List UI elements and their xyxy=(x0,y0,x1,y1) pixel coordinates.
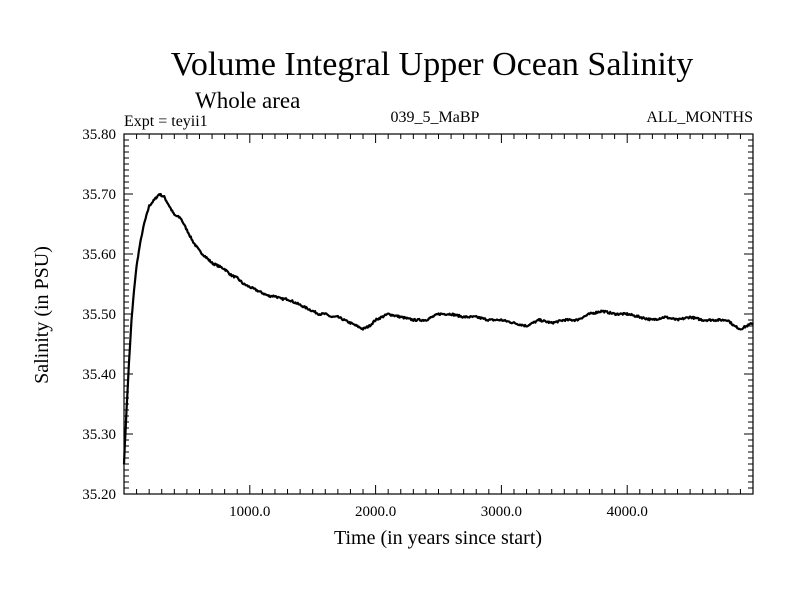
salinity-series-line xyxy=(122,192,754,465)
x-tick-label: 1000.0 xyxy=(229,504,270,520)
y-tick-label: 35.80 xyxy=(82,127,116,143)
experiment-label: Expt = teyii1 xyxy=(124,113,208,130)
x-axis-label: Time (in years since start) xyxy=(334,527,542,549)
plot-area: 1000.0 2000.0 3000.0 4000.0 35.20 35.30 35.40… xyxy=(82,127,754,520)
months-label: ALL_MONTHS xyxy=(646,109,753,126)
x-tick-label: 2000.0 xyxy=(355,504,396,520)
y-tick-label: 35.60 xyxy=(82,247,116,263)
x-tick-labels: 1000.0 2000.0 3000.0 4000.0 xyxy=(229,504,648,520)
y-tick-label: 35.20 xyxy=(82,487,116,503)
x-tick-label: 3000.0 xyxy=(481,504,522,520)
y-tick-label: 35.40 xyxy=(82,367,116,383)
y-tick-label: 35.30 xyxy=(82,427,116,443)
y-tick-label: 35.70 xyxy=(82,187,116,203)
y-tick-label: 35.50 xyxy=(82,307,116,323)
run-id-label: 039_5_MaBP xyxy=(391,109,480,126)
chart-title: Volume Integral Upper Ocean Salinity xyxy=(171,46,693,83)
x-tick-label: 4000.0 xyxy=(607,504,648,520)
y-tick-labels: 35.20 35.30 35.40 35.50 35.60 35.70 35.80 xyxy=(82,127,116,503)
chart-subtitle: Whole area xyxy=(195,88,300,113)
y-axis-label: Salinity (in PSU) xyxy=(31,246,53,384)
